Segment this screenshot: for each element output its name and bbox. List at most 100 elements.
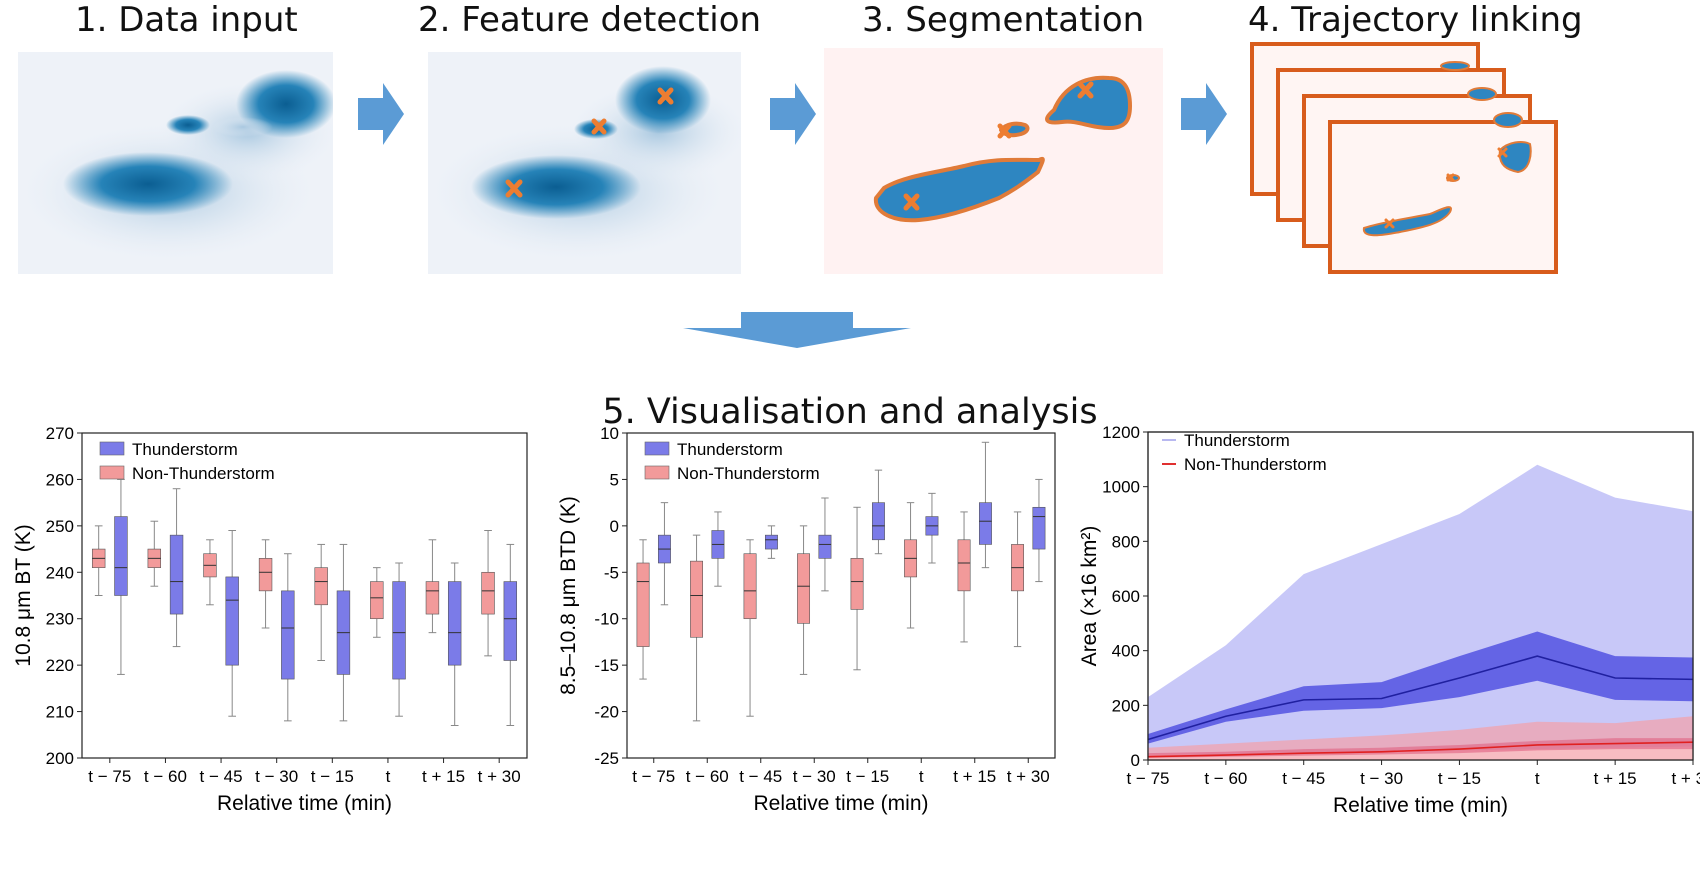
- bt-plot-frame: [81, 432, 528, 759]
- bt-ytick-label: 240: [46, 563, 74, 582]
- bt-legend-swatch: [99, 465, 125, 480]
- area-plot-frame-top: [1147, 431, 1694, 761]
- area-xtick-label: t − 15: [1438, 769, 1481, 788]
- bt-box-thunderstorm: [503, 543, 518, 726]
- trajectory-linking-stack: [1250, 42, 1558, 274]
- box-iqr: [850, 558, 864, 610]
- bt-ylabel: 10.8 μm BT (K): [12, 524, 35, 666]
- box-iqr: [743, 553, 757, 620]
- btd-xtick-label: t − 30: [793, 767, 836, 786]
- box-iqr: [314, 567, 328, 606]
- btd-legend-label: Non-Thunderstorm: [677, 464, 820, 483]
- down-arrow: [683, 312, 911, 348]
- box-iqr: [447, 581, 462, 666]
- area-ytick-label: 1000: [1102, 478, 1140, 497]
- bt-box-thunderstorm: [447, 562, 462, 726]
- box-iqr: [797, 553, 811, 624]
- box-iqr: [871, 502, 885, 541]
- btd-box-non-thunderstorm: [1011, 511, 1025, 648]
- bt-ytick-label: 220: [46, 656, 74, 675]
- bt-ytick-label: 270: [46, 424, 74, 443]
- segment-markers: [903, 81, 1094, 211]
- flow-arrow-2: [770, 83, 816, 145]
- area-xtick-label: t − 30: [1360, 769, 1403, 788]
- btd-ytick-label: -15: [594, 656, 619, 675]
- bt-box-non-thunderstorm: [91, 525, 106, 596]
- btd-xlabel: Relative time (min): [753, 792, 928, 815]
- btd-box-non-thunderstorm: [743, 539, 757, 717]
- box-iqr: [392, 581, 406, 680]
- box-iqr: [978, 502, 992, 545]
- area-ytick-label: 400: [1112, 642, 1140, 661]
- box-iqr: [818, 534, 832, 559]
- btd-box-thunderstorm: [871, 469, 885, 555]
- btd-xtick-label: t − 15: [846, 767, 889, 786]
- bt-ytick-label: 210: [46, 703, 74, 722]
- btd-box-non-thunderstorm: [850, 506, 864, 671]
- step-3-title: 3. Segmentation: [862, 0, 1145, 40]
- segment-large: [873, 156, 1045, 223]
- box-iqr: [690, 560, 704, 638]
- area-chart: 0 200 400 600 800 1000 1200 t − 75 t − 60 t − 45 t…: [1078, 423, 1700, 817]
- data-input-image: [18, 52, 333, 274]
- bt-box-thunderstorm: [281, 553, 295, 722]
- area-xtick-label: t + 15: [1594, 769, 1637, 788]
- bt-box-non-thunderstorm: [370, 567, 384, 638]
- bt-xtick-label: t − 60: [144, 767, 187, 786]
- bt-box-thunderstorm: [114, 478, 128, 675]
- btd-ytick-label: 10: [600, 424, 619, 443]
- area-legend-label: Thunderstorm: [1184, 431, 1290, 450]
- area-xtick-label: t − 75: [1126, 769, 1169, 788]
- btd-box-non-thunderstorm: [957, 511, 971, 643]
- bt-box-non-thunderstorm: [425, 539, 440, 634]
- bt-legend-label: Thunderstorm: [132, 440, 238, 459]
- btd-xtick-label: t: [919, 767, 924, 786]
- non-thunderstorm-median-line: [1147, 741, 1694, 758]
- box-iqr: [225, 576, 239, 666]
- box-iqr: [425, 581, 440, 615]
- btd-legend-label: Thunderstorm: [677, 440, 783, 459]
- analysis-title: 5. Visualisation and analysis: [602, 392, 1098, 432]
- feature-detection-image: [428, 52, 741, 274]
- bt-box-non-thunderstorm: [314, 543, 328, 661]
- bt-ytick-label: 250: [46, 517, 74, 536]
- btd-box-thunderstorm: [711, 511, 725, 587]
- bt-xtick-label: t: [386, 767, 391, 786]
- btd-plot-frame: [626, 432, 1056, 759]
- btd-boxplot-chart: -25 -20 -15 -10 -5 0 5 10 t − 75 t − 60 t − 45 t − …: [557, 424, 1056, 815]
- bt-box-thunderstorm: [336, 543, 351, 722]
- btd-box-thunderstorm: [925, 492, 939, 564]
- box-iqr: [481, 571, 495, 615]
- box-iqr: [1032, 506, 1046, 550]
- box-iqr: [169, 534, 184, 615]
- btd-xtick-label: t − 45: [739, 767, 782, 786]
- btd-xtick-label: t − 60: [686, 767, 729, 786]
- bt-xtick-label: t − 75: [88, 767, 131, 786]
- box-iqr: [258, 558, 273, 592]
- bt-ytick-label: 200: [46, 749, 74, 768]
- area-ytick-label: 0: [1131, 751, 1140, 770]
- btd-box-thunderstorm: [818, 497, 832, 592]
- step-1-title: 1. Data input: [75, 0, 298, 40]
- bt-box-thunderstorm: [169, 488, 184, 648]
- area-xtick-label: t − 45: [1282, 769, 1325, 788]
- btd-box-thunderstorm: [764, 525, 778, 559]
- feature-markers: [505, 87, 674, 198]
- area-xtick-label: t + 30: [1671, 769, 1700, 788]
- area-legend-label: Non-Thunderstorm: [1184, 455, 1327, 474]
- box-iqr: [114, 516, 128, 596]
- btd-ytick-label: -10: [594, 610, 619, 629]
- btd-box-thunderstorm: [978, 441, 992, 569]
- btd-xtick-label: t + 30: [1007, 767, 1050, 786]
- bt-xlabel: Relative time (min): [217, 792, 392, 815]
- area-ytick-label: 1200: [1102, 423, 1140, 442]
- area-ytick-label: 800: [1112, 532, 1140, 551]
- area-ylabel: Area (×16 km²): [1078, 526, 1101, 667]
- btd-ytick-label: 5: [610, 470, 619, 489]
- btd-box-thunderstorm: [1032, 478, 1046, 583]
- box-iqr: [764, 534, 778, 550]
- area-xtick-label: t − 60: [1204, 769, 1247, 788]
- area-ytick-label: 200: [1112, 696, 1140, 715]
- bt-box-thunderstorm: [392, 562, 406, 717]
- btd-legend-swatch: [644, 465, 670, 480]
